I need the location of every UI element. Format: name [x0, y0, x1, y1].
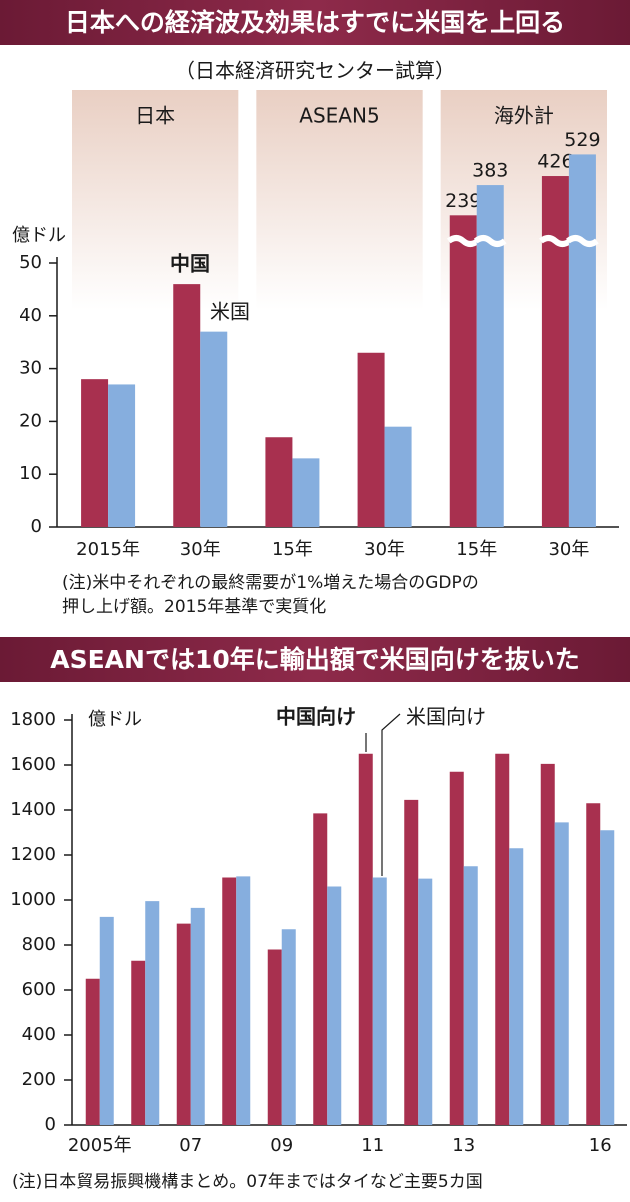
y-tick-label: 200	[22, 1069, 56, 1090]
axis-break	[446, 235, 480, 247]
y-tick-label: 1800	[10, 709, 56, 730]
bar	[463, 866, 478, 1125]
bar	[586, 803, 601, 1125]
x-tick-label: 13	[452, 1135, 475, 1156]
bar	[568, 154, 596, 527]
bar	[173, 284, 201, 527]
y-tick-label: 40	[19, 305, 42, 326]
leader-line	[381, 713, 401, 876]
chart-title: ASEANでは10年に輸出額で米国向けを抜いた	[50, 645, 580, 674]
y-tick-label: 800	[22, 934, 56, 955]
y-tick-label: 400	[22, 1024, 56, 1045]
bar	[313, 813, 328, 1125]
axis-break	[566, 235, 599, 247]
bar	[358, 753, 373, 1125]
y-tick-label: 30	[19, 358, 42, 379]
y-tick-label: 1600	[10, 754, 56, 775]
bar	[267, 949, 282, 1125]
bar	[200, 331, 228, 527]
series-label: 米国	[210, 300, 250, 324]
x-tick-label: 2015年	[76, 539, 140, 560]
group-shade	[72, 90, 239, 310]
bar	[236, 876, 251, 1125]
y-tick-label: 1400	[10, 799, 56, 820]
chart-subtitle: （日本経済研究センター試算）	[175, 59, 455, 83]
bar	[418, 878, 433, 1125]
y-tick-label: 0	[45, 1114, 56, 1135]
series-label: 米国向け	[406, 705, 486, 729]
bar	[404, 799, 419, 1125]
group-label: 海外計	[494, 104, 554, 128]
note: (注)日本貿易振興機構まとめ。07年まではタイなど主要5カ国	[12, 1172, 483, 1192]
x-tick-label: 15年	[456, 539, 497, 560]
group-shade	[256, 90, 423, 310]
bar	[145, 901, 160, 1125]
bar	[292, 458, 320, 527]
bar	[327, 886, 342, 1125]
bar	[85, 978, 100, 1125]
x-tick-label: 07	[179, 1135, 202, 1156]
y-tick-label: 20	[19, 410, 42, 431]
y-tick-label: 1200	[10, 844, 56, 865]
y-tick-label: 0	[31, 516, 42, 537]
y-tick-label: 10	[19, 463, 42, 484]
bar	[281, 929, 296, 1125]
x-tick-label: 11	[361, 1135, 384, 1156]
bar	[449, 215, 477, 527]
bar	[495, 753, 510, 1125]
y-tick-label: 600	[22, 979, 56, 1000]
bar	[190, 907, 205, 1125]
bar	[540, 763, 555, 1125]
bar	[81, 379, 109, 527]
x-tick-label: 30年	[548, 539, 589, 560]
bar	[541, 176, 569, 528]
title-banner	[0, 0, 630, 45]
bar	[176, 923, 191, 1125]
title-banner	[0, 637, 630, 682]
x-tick-label: 30年	[180, 539, 221, 560]
note: (注)米中それぞれの最終需要が1%増えた場合のGDPの	[62, 573, 479, 593]
x-tick-label: 30年	[364, 539, 405, 560]
y-axis-label: 億ドル	[12, 225, 66, 246]
bar	[384, 426, 412, 527]
bar	[99, 916, 114, 1125]
series-label: 中国	[170, 252, 210, 276]
bar	[554, 822, 569, 1125]
group-label: 日本	[135, 104, 175, 128]
series-label: 中国向け	[276, 705, 356, 729]
x-tick-label: 16	[589, 1135, 612, 1156]
x-tick-label: 15年	[272, 539, 313, 560]
bar	[600, 830, 615, 1125]
y-tick-label: 50	[19, 252, 42, 273]
bar	[449, 771, 464, 1125]
value-label: 383	[472, 160, 508, 182]
value-label: 239	[445, 190, 481, 212]
bar	[131, 960, 146, 1125]
x-tick-label: 09	[270, 1135, 293, 1156]
group-label: ASEAN5	[299, 104, 379, 128]
bar	[108, 384, 136, 527]
y-tick-label: 1000	[10, 889, 56, 910]
value-label: 426	[537, 151, 573, 173]
y-axis-label: 億ドル	[88, 709, 142, 730]
bar	[509, 848, 524, 1125]
axis-break	[473, 235, 507, 247]
note: 押し上げ額。2015年基準で実質化	[62, 597, 326, 617]
bar	[357, 352, 385, 527]
bar	[265, 437, 293, 527]
value-label: 529	[564, 129, 600, 151]
x-tick-label: 2005年	[68, 1135, 132, 1156]
chart-title: 日本への経済波及効果はすでに米国を上回る	[65, 8, 565, 37]
bar	[372, 877, 387, 1125]
axis-break	[539, 235, 572, 247]
bar	[222, 877, 237, 1125]
